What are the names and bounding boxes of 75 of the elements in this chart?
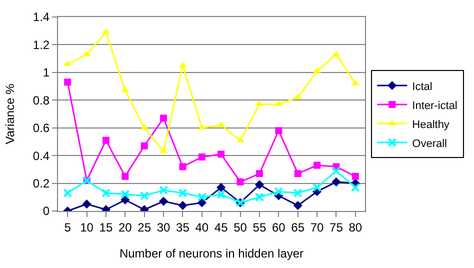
y-tick-label: 0.4 <box>32 148 50 163</box>
point <box>198 124 206 130</box>
point <box>140 191 149 200</box>
legend-label: Overall <box>412 138 447 150</box>
legend-label: Healthy <box>412 118 450 131</box>
point <box>293 188 302 198</box>
y-tick-label: 0.6 <box>32 121 50 136</box>
point <box>63 188 72 198</box>
point <box>254 180 264 190</box>
x-tick-label: 30 <box>156 220 171 234</box>
x-tick-label: 20 <box>118 220 132 234</box>
x-axis-title: Number of neurons in hidden layer <box>119 246 304 260</box>
point <box>293 200 302 210</box>
x-tick-label: 45 <box>214 220 228 234</box>
point <box>275 127 282 134</box>
point <box>274 187 284 196</box>
point <box>254 192 264 202</box>
point <box>140 124 148 130</box>
point <box>160 114 168 122</box>
x-tick-label: 35 <box>176 220 190 234</box>
point <box>82 50 91 56</box>
legend-label: Ictal <box>412 80 432 93</box>
point <box>216 182 226 192</box>
point <box>178 200 188 210</box>
point <box>332 177 341 186</box>
point <box>158 196 168 206</box>
x-tick-label: 40 <box>195 220 209 234</box>
point <box>120 195 130 204</box>
x-tick-label: 55 <box>252 220 266 234</box>
y-tick-label: 0 <box>42 204 50 218</box>
legend-label: Inter-ictal <box>412 100 458 112</box>
point <box>197 198 206 208</box>
x-tick-label: 5 <box>64 220 72 234</box>
point <box>216 190 226 199</box>
y-tick-label: 1.2 <box>32 38 50 52</box>
x-tick-label: 65 <box>291 220 305 234</box>
point <box>64 78 72 86</box>
y-tick-label: 0.8 <box>32 93 50 108</box>
point <box>197 192 206 202</box>
point <box>101 188 110 198</box>
point <box>82 200 92 209</box>
point <box>294 94 302 100</box>
point <box>159 186 168 195</box>
point <box>294 170 302 178</box>
point <box>218 150 225 158</box>
point <box>352 172 359 180</box>
point <box>121 86 130 92</box>
point <box>236 136 244 142</box>
y-tick-label: 0.2 <box>32 176 50 190</box>
y-axis-title: Variance % <box>3 83 18 144</box>
x-tick-label: 70 <box>310 220 324 234</box>
point <box>256 170 263 178</box>
point <box>179 163 186 170</box>
point <box>102 136 110 144</box>
x-tick-label: 25 <box>138 220 152 234</box>
point <box>140 142 148 150</box>
point <box>198 153 206 160</box>
x-tick-label: 75 <box>330 220 344 234</box>
y-tick-label: 1.4 <box>32 10 50 24</box>
point <box>178 188 188 198</box>
point <box>122 172 129 180</box>
x-tick-label: 10 <box>80 220 94 234</box>
point <box>120 190 130 199</box>
point <box>350 182 360 192</box>
point <box>332 50 340 56</box>
point <box>236 178 244 186</box>
x-tick-label: 80 <box>348 220 362 234</box>
y-tick-label: 1 <box>42 66 50 80</box>
point <box>274 100 283 106</box>
x-tick-label: 50 <box>234 220 248 234</box>
x-tick-label: 60 <box>272 220 286 234</box>
x-tick-label: 15 <box>99 220 113 234</box>
point <box>314 162 321 169</box>
point <box>332 166 341 176</box>
point <box>312 182 322 192</box>
